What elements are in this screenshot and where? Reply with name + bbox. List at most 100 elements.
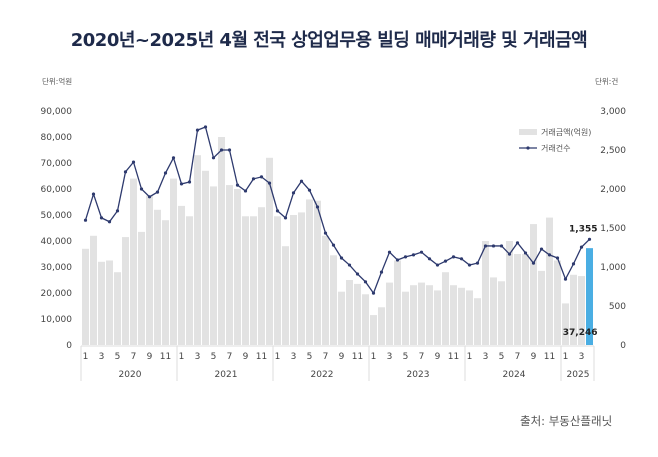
month-tick: 1	[467, 352, 473, 362]
amount-bar	[274, 216, 281, 345]
left-axis-tick: 40,000	[41, 237, 73, 247]
amount-bar	[178, 205, 185, 345]
amount-bar	[194, 155, 201, 345]
amount-bar	[266, 157, 273, 345]
amount-bar	[562, 303, 569, 345]
left-axis-tick: 70,000	[41, 159, 73, 169]
count-marker	[275, 209, 280, 213]
month-tick: 7	[131, 352, 137, 362]
right-axis-tick: 1,500	[600, 224, 626, 234]
amount-bar	[330, 255, 337, 345]
last-amount-label: 37,246	[563, 328, 598, 338]
amount-bar	[82, 248, 89, 345]
count-marker	[163, 171, 168, 175]
count-marker	[291, 191, 296, 195]
year-label: 2024	[503, 370, 526, 380]
amount-bar	[170, 178, 177, 345]
count-marker	[211, 156, 216, 160]
amount-bar	[114, 272, 121, 345]
amount-bar	[482, 241, 489, 345]
count-marker	[475, 261, 480, 265]
amount-bar	[346, 280, 353, 345]
count-marker	[331, 243, 336, 247]
month-tick: 5	[403, 352, 409, 362]
legend-bar-swatch	[519, 129, 537, 135]
count-marker	[171, 156, 176, 160]
amount-bar	[122, 237, 129, 345]
count-marker	[179, 182, 184, 186]
source-credit: 출처: 부동산플래닛	[520, 414, 613, 428]
right-axis-tick: 1,000	[600, 263, 626, 273]
count-marker	[435, 263, 440, 267]
year-label: 2025	[567, 370, 590, 380]
amount-bar	[418, 282, 425, 345]
amount-bar	[450, 285, 457, 345]
count-marker	[531, 261, 536, 265]
count-marker	[187, 180, 192, 184]
amount-bar	[362, 294, 369, 345]
amount-bar	[314, 200, 321, 345]
amount-bar	[554, 260, 561, 345]
amount-bar	[378, 307, 385, 345]
count-marker	[539, 247, 544, 251]
count-marker	[427, 257, 432, 261]
amount-bar	[538, 270, 545, 345]
month-tick: 7	[419, 352, 425, 362]
count-marker	[363, 280, 368, 284]
count-marker	[387, 250, 392, 254]
amount-bar	[138, 231, 145, 345]
count-marker	[147, 195, 152, 199]
amount-bar	[290, 215, 297, 345]
month-tick: 1	[371, 352, 377, 362]
year-label: 2022	[311, 370, 334, 380]
right-axis-tick: 500	[609, 302, 626, 312]
count-marker	[507, 252, 512, 256]
amount-bar	[410, 285, 417, 345]
amount-bar	[154, 209, 161, 345]
amount-bar	[306, 199, 313, 345]
count-marker	[347, 263, 352, 267]
count-marker	[83, 218, 88, 222]
count-marker	[587, 237, 592, 241]
month-tick: 9	[339, 352, 345, 362]
count-marker	[579, 245, 584, 249]
count-marker	[299, 179, 304, 183]
amount-bar	[522, 254, 529, 345]
count-marker	[459, 257, 464, 261]
amount-bar	[298, 212, 305, 345]
amount-bar	[474, 298, 481, 345]
count-marker	[395, 258, 400, 262]
amount-bar	[90, 235, 97, 345]
amount-bar	[106, 260, 113, 345]
left-axis-tick: 20,000	[41, 289, 73, 299]
count-marker	[131, 160, 136, 164]
count-marker	[379, 270, 384, 274]
count-marker	[571, 262, 576, 266]
count-marker	[91, 192, 96, 196]
amount-bar	[98, 261, 105, 345]
amount-bar	[218, 137, 225, 345]
amount-bar	[250, 216, 257, 345]
month-tick: 5	[115, 352, 121, 362]
legend-bar-label: 거래금액(억원)	[541, 127, 591, 137]
month-tick: 9	[435, 352, 441, 362]
legend-line-label: 거래건수	[541, 143, 570, 153]
amount-bar	[514, 254, 521, 345]
count-line	[84, 126, 590, 295]
month-tick: 1	[563, 352, 569, 362]
count-marker	[563, 277, 568, 281]
legend-line-marker	[526, 146, 530, 150]
count-marker	[107, 220, 112, 224]
amount-bar	[586, 248, 593, 345]
count-marker	[467, 263, 472, 267]
amount-bar	[458, 287, 465, 345]
amount-bar	[258, 207, 265, 345]
month-tick: 11	[544, 352, 555, 362]
count-marker	[123, 170, 128, 174]
count-marker	[419, 250, 424, 254]
count-marker	[307, 188, 312, 192]
left-axis-tick: 0	[66, 341, 72, 351]
month-tick: 9	[243, 352, 249, 362]
left-axis-unit: 단위:억원	[42, 77, 73, 86]
count-marker	[259, 175, 264, 179]
